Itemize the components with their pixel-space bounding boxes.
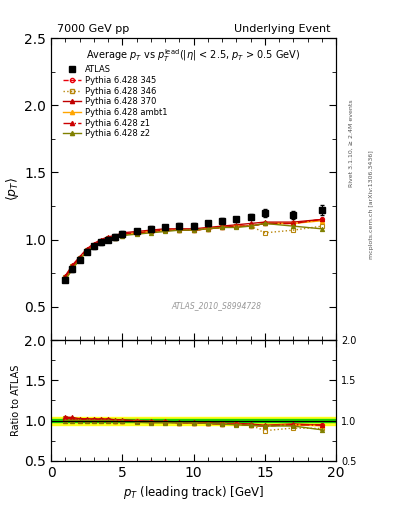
Bar (51, 417, 336, 424)
Text: Average $p_T$ vs $p_T^{\rm lead}$($|\eta|$ < 2.5, $p_T$ > 0.5 GeV): Average $p_T$ vs $p_T^{\rm lead}$($|\eta… (86, 48, 301, 64)
Text: ATLAS_2010_S8994728: ATLAS_2010_S8994728 (171, 301, 261, 310)
Text: Rivet 3.1.10, ≥ 2.4M events: Rivet 3.1.10, ≥ 2.4M events (349, 99, 354, 187)
Text: Underlying Event: Underlying Event (234, 24, 330, 34)
Bar (51, 419, 336, 422)
Text: mcplots.cern.ch [arXiv:1306.3436]: mcplots.cern.ch [arXiv:1306.3436] (369, 151, 374, 259)
X-axis label: $p_T$ (leading track) [GeV]: $p_T$ (leading track) [GeV] (123, 484, 264, 501)
Y-axis label: $\langle p_T \rangle$: $\langle p_T \rangle$ (4, 177, 22, 201)
Y-axis label: Ratio to ATLAS: Ratio to ATLAS (11, 365, 22, 436)
Legend: ATLAS, Pythia 6.428 345, Pythia 6.428 346, Pythia 6.428 370, Pythia 6.428 ambt1,: ATLAS, Pythia 6.428 345, Pythia 6.428 34… (61, 63, 169, 140)
Text: 7000 GeV pp: 7000 GeV pp (57, 24, 129, 34)
